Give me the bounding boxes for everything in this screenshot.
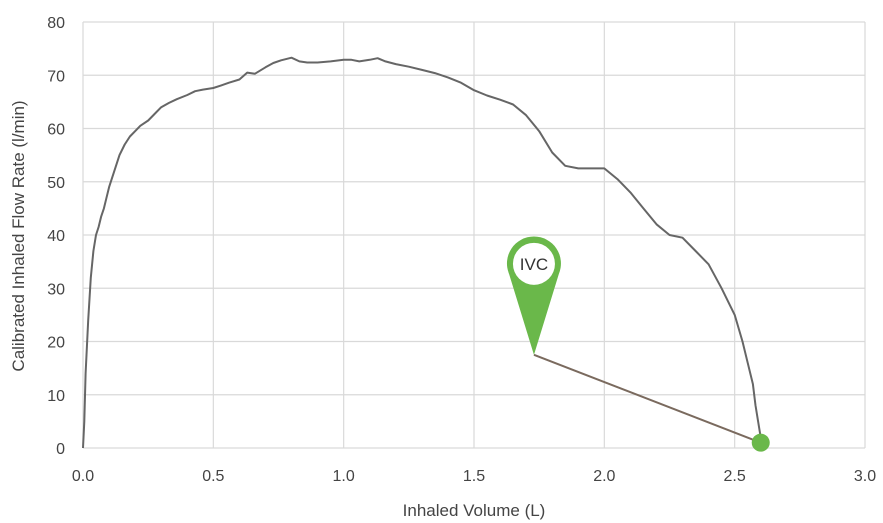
x-tick-label: 2.5 (724, 468, 746, 485)
x-tick-label: 2.0 (593, 468, 615, 485)
y-tick-label: 0 (56, 441, 65, 458)
y-tick-label: 20 (47, 335, 65, 352)
ivc-connector-line (533, 353, 762, 444)
x-tick-label: 0.0 (72, 468, 94, 485)
series-layer (82, 56, 763, 449)
ivc-marker-dot (751, 433, 770, 452)
y-tick-label: 60 (47, 122, 65, 139)
ivc-label: IVC (520, 255, 548, 274)
x-tick-label: 1.5 (463, 468, 485, 485)
grid-lines (82, 21, 866, 449)
annotation-layer: IVC (506, 236, 770, 452)
x-tick-label: 1.0 (333, 468, 355, 485)
tick-labels: 0 10 20 30 40 50 60 70 80 0.0 0.5 1.0 1.5 2.0 2.5 3.0 (47, 15, 876, 485)
y-tick-label: 50 (47, 175, 65, 192)
y-tick-label: 40 (47, 228, 65, 245)
x-tick-label: 0.5 (202, 468, 224, 485)
x-tick-label: 3.0 (854, 468, 876, 485)
y-tick-label: 70 (47, 68, 65, 85)
flow-curve (82, 56, 763, 449)
y-axis-title: Calibrated Inhaled Flow Rate (l/min) (9, 100, 28, 371)
ivc-pin-head (512, 242, 555, 285)
y-tick-label: 80 (47, 15, 65, 32)
x-axis-title: Inhaled Volume (L) (403, 501, 546, 520)
y-tick-label: 30 (47, 281, 65, 298)
y-tick-label: 10 (47, 388, 65, 405)
